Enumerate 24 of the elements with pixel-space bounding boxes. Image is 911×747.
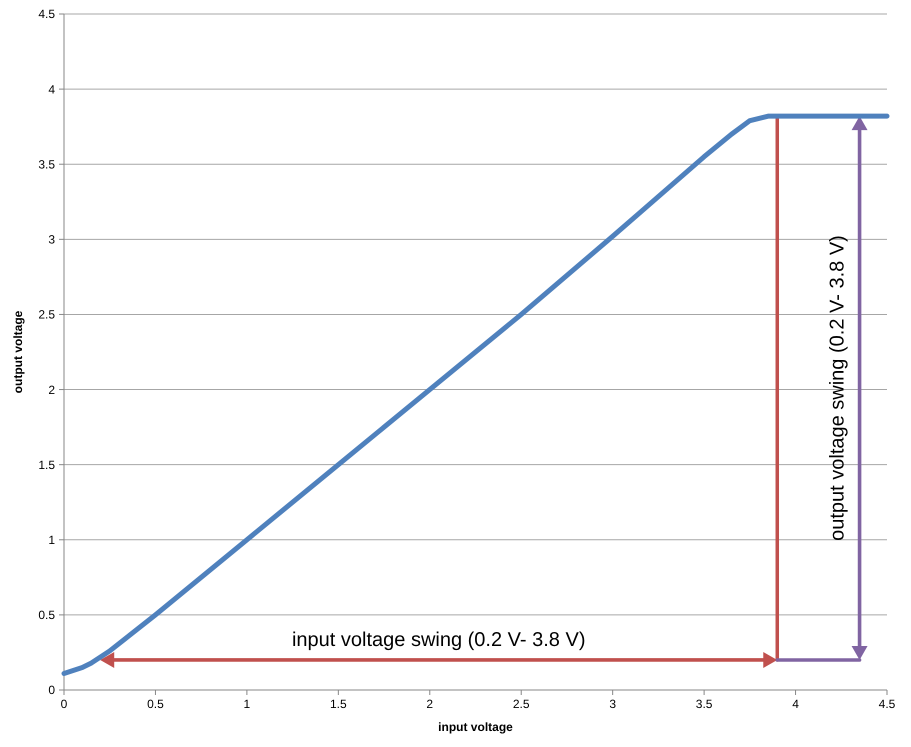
y-tick-label: 2 (48, 382, 56, 397)
x-tick-label: 4.5 (878, 697, 896, 711)
y-tick-label: 0 (48, 683, 56, 698)
y-tick-label: 4.5 (38, 7, 56, 22)
x-tick-label: 2 (426, 697, 434, 711)
y-axis-title: output voltage (11, 310, 25, 394)
x-tick-label: 3 (609, 697, 616, 711)
y-tick-label: 3.5 (38, 157, 56, 172)
y-tick-label: 1.5 (38, 458, 56, 472)
x-tick-label: 1 (244, 697, 251, 711)
annotation: output voltage swing (0.2 V- 3.8 V) (826, 235, 849, 541)
y-tick-label: 3 (48, 232, 56, 247)
x-tick-label: 2.5 (512, 697, 530, 711)
x-tick-label: 0.5 (147, 697, 164, 711)
x-tick-label: 3.5 (696, 697, 713, 711)
x-tick-label: 1.5 (330, 697, 347, 711)
x-axis-title: input voltage (438, 720, 514, 734)
y-tick-label: 2.5 (38, 308, 56, 322)
y-tick-label: 4 (48, 82, 56, 96)
y-tick-label: 0.5 (38, 608, 56, 622)
x-tick-label: 4 (792, 697, 800, 711)
x-tick-label: 0 (60, 697, 68, 711)
y-tick-label: 1 (48, 532, 56, 547)
annotation: input voltage swing (0.2 V- 3.8 V) (292, 628, 586, 651)
